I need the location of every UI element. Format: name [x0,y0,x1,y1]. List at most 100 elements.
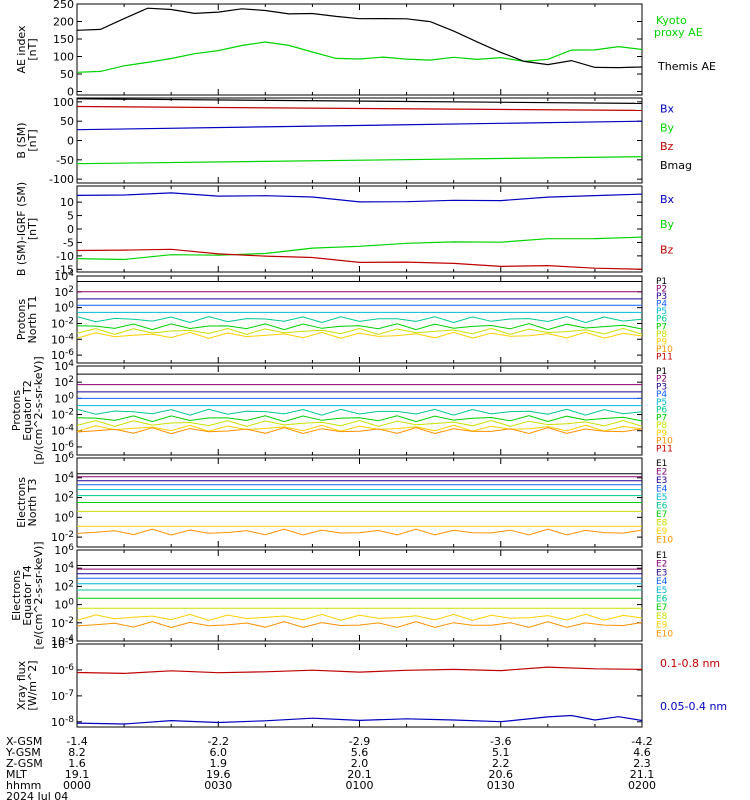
legend-xray-short: 0.05-0.4 nm [660,700,727,713]
ylabel: [nT] [26,129,39,151]
series-group [77,281,642,339]
ytick-label: 200 [53,16,74,29]
ytick-label: 10-4 [51,424,74,438]
ytick-label: 104 [54,359,74,373]
legend-by: By [660,121,675,134]
legend-P8: P8 [656,330,667,340]
ephem-value: 0000 [63,779,91,792]
ylabel: AE index [15,25,28,74]
ytick-label: 50 [60,115,74,128]
channel-P8 [77,419,642,427]
ylabel: Electrons [10,570,23,621]
ytick-label: -15 [56,263,74,276]
ephem-value: -1.4 [66,735,87,748]
series-group [77,373,642,435]
ephem-value: -4.2 [631,735,652,748]
legend-P6: P6 [656,406,667,416]
legend-P4: P4 [656,300,667,310]
ephem-value: 6.0 [210,746,228,759]
ephem-row-label: hhmm [6,779,41,792]
legend-P3: P3 [656,292,667,302]
ytick-label: 104 [54,471,74,485]
ephem-value: 2.2 [492,757,510,770]
ytick-label: 102 [54,375,74,389]
ephem-value: 0030 [204,779,232,792]
ytick-label: 10-2 [51,616,74,630]
ephem-value: 0100 [346,779,374,792]
ytick-label: -5 [63,236,74,249]
legend-E10: E10 [656,536,673,546]
ytick-label: 0 [67,135,74,148]
ytick-label: -100 [49,173,74,186]
ytick-label: -50 [56,154,74,167]
ytick-label: 10 [60,196,74,209]
legend-P2: P2 [656,285,667,295]
ephem-value: -2.2 [208,735,229,748]
channel-E10 [77,621,642,629]
ytick-label: 10-2 [51,316,74,330]
ylabel: Protons [10,390,23,431]
legend-proxy-ae: proxy AE [654,26,703,39]
panel-frame [76,97,643,184]
legend-E8: E8 [656,519,668,529]
legend-P3: P3 [656,382,667,392]
series-bmag [77,98,642,104]
channel-P9 [77,424,642,432]
ytick-label: 100 [54,598,74,612]
legend-P11: P11 [656,352,673,362]
channel-P6 [77,408,642,416]
ytick-label: 10-4 [51,332,74,346]
legend-E8: E8 [656,612,668,622]
panel-frame [76,365,643,456]
legend-by: By [660,218,675,231]
series-0.1-0.8-nm [77,666,642,675]
ytick-label: 10-2 [51,530,74,544]
legend-P5: P5 [656,398,667,408]
ytick-label: 10-6 [51,440,74,454]
channel-P6 [77,316,642,324]
legend-P10: P10 [656,345,673,355]
legend-P6: P6 [656,315,667,325]
ytick-label: 10-2 [51,408,74,422]
ephem-row-label: MLT [6,768,27,781]
ytick-label: 106 [54,543,74,557]
legend-E5: E5 [656,493,667,503]
ephem-value: 20.6 [489,768,514,781]
legend-E4: E4 [656,577,668,587]
legend-E3: E3 [656,476,667,486]
ephem-value: 2.3 [633,757,651,770]
series-group [77,7,642,73]
ytick-label: 0 [67,223,74,236]
ytick-label: 100 [53,51,74,64]
legend-bmag: Bmag [660,159,692,172]
legend-P8: P8 [656,421,667,431]
ylabel: [nT] [26,218,39,240]
legend-E4: E4 [656,485,668,495]
series-bx [77,120,642,131]
ylabel: B (SM)-IGRF (SM) [15,182,28,276]
legend-E6: E6 [656,502,668,512]
ephem-value: 0200 [628,779,656,792]
channel-E10 [77,528,642,536]
ytick-label: 50 [60,68,74,81]
ephem-value: 4.6 [633,746,651,759]
legend-xray-long: 0.1-0.8 nm [660,657,720,670]
ylabel: Equator T4 [21,565,34,625]
ylabel: B (SM) [15,122,28,158]
ylabel: [nT] [26,38,39,60]
legend-P1: P1 [656,277,667,287]
legend-E6: E6 [656,595,668,605]
ephem-value: 8.2 [68,746,86,759]
ephem-value: 1.6 [68,757,86,770]
ytick-label: 100 [54,391,74,405]
ephem-row-label: Z-GSM [6,757,43,770]
ephem-row-label: Y-GSM [5,746,41,759]
legend-E1: E1 [656,551,667,561]
ephem-value: 5.6 [351,746,369,759]
panel-2: 100 50 0 -50 -100 B (SM)[nT] Bx By Bz Bmag [15,96,692,186]
